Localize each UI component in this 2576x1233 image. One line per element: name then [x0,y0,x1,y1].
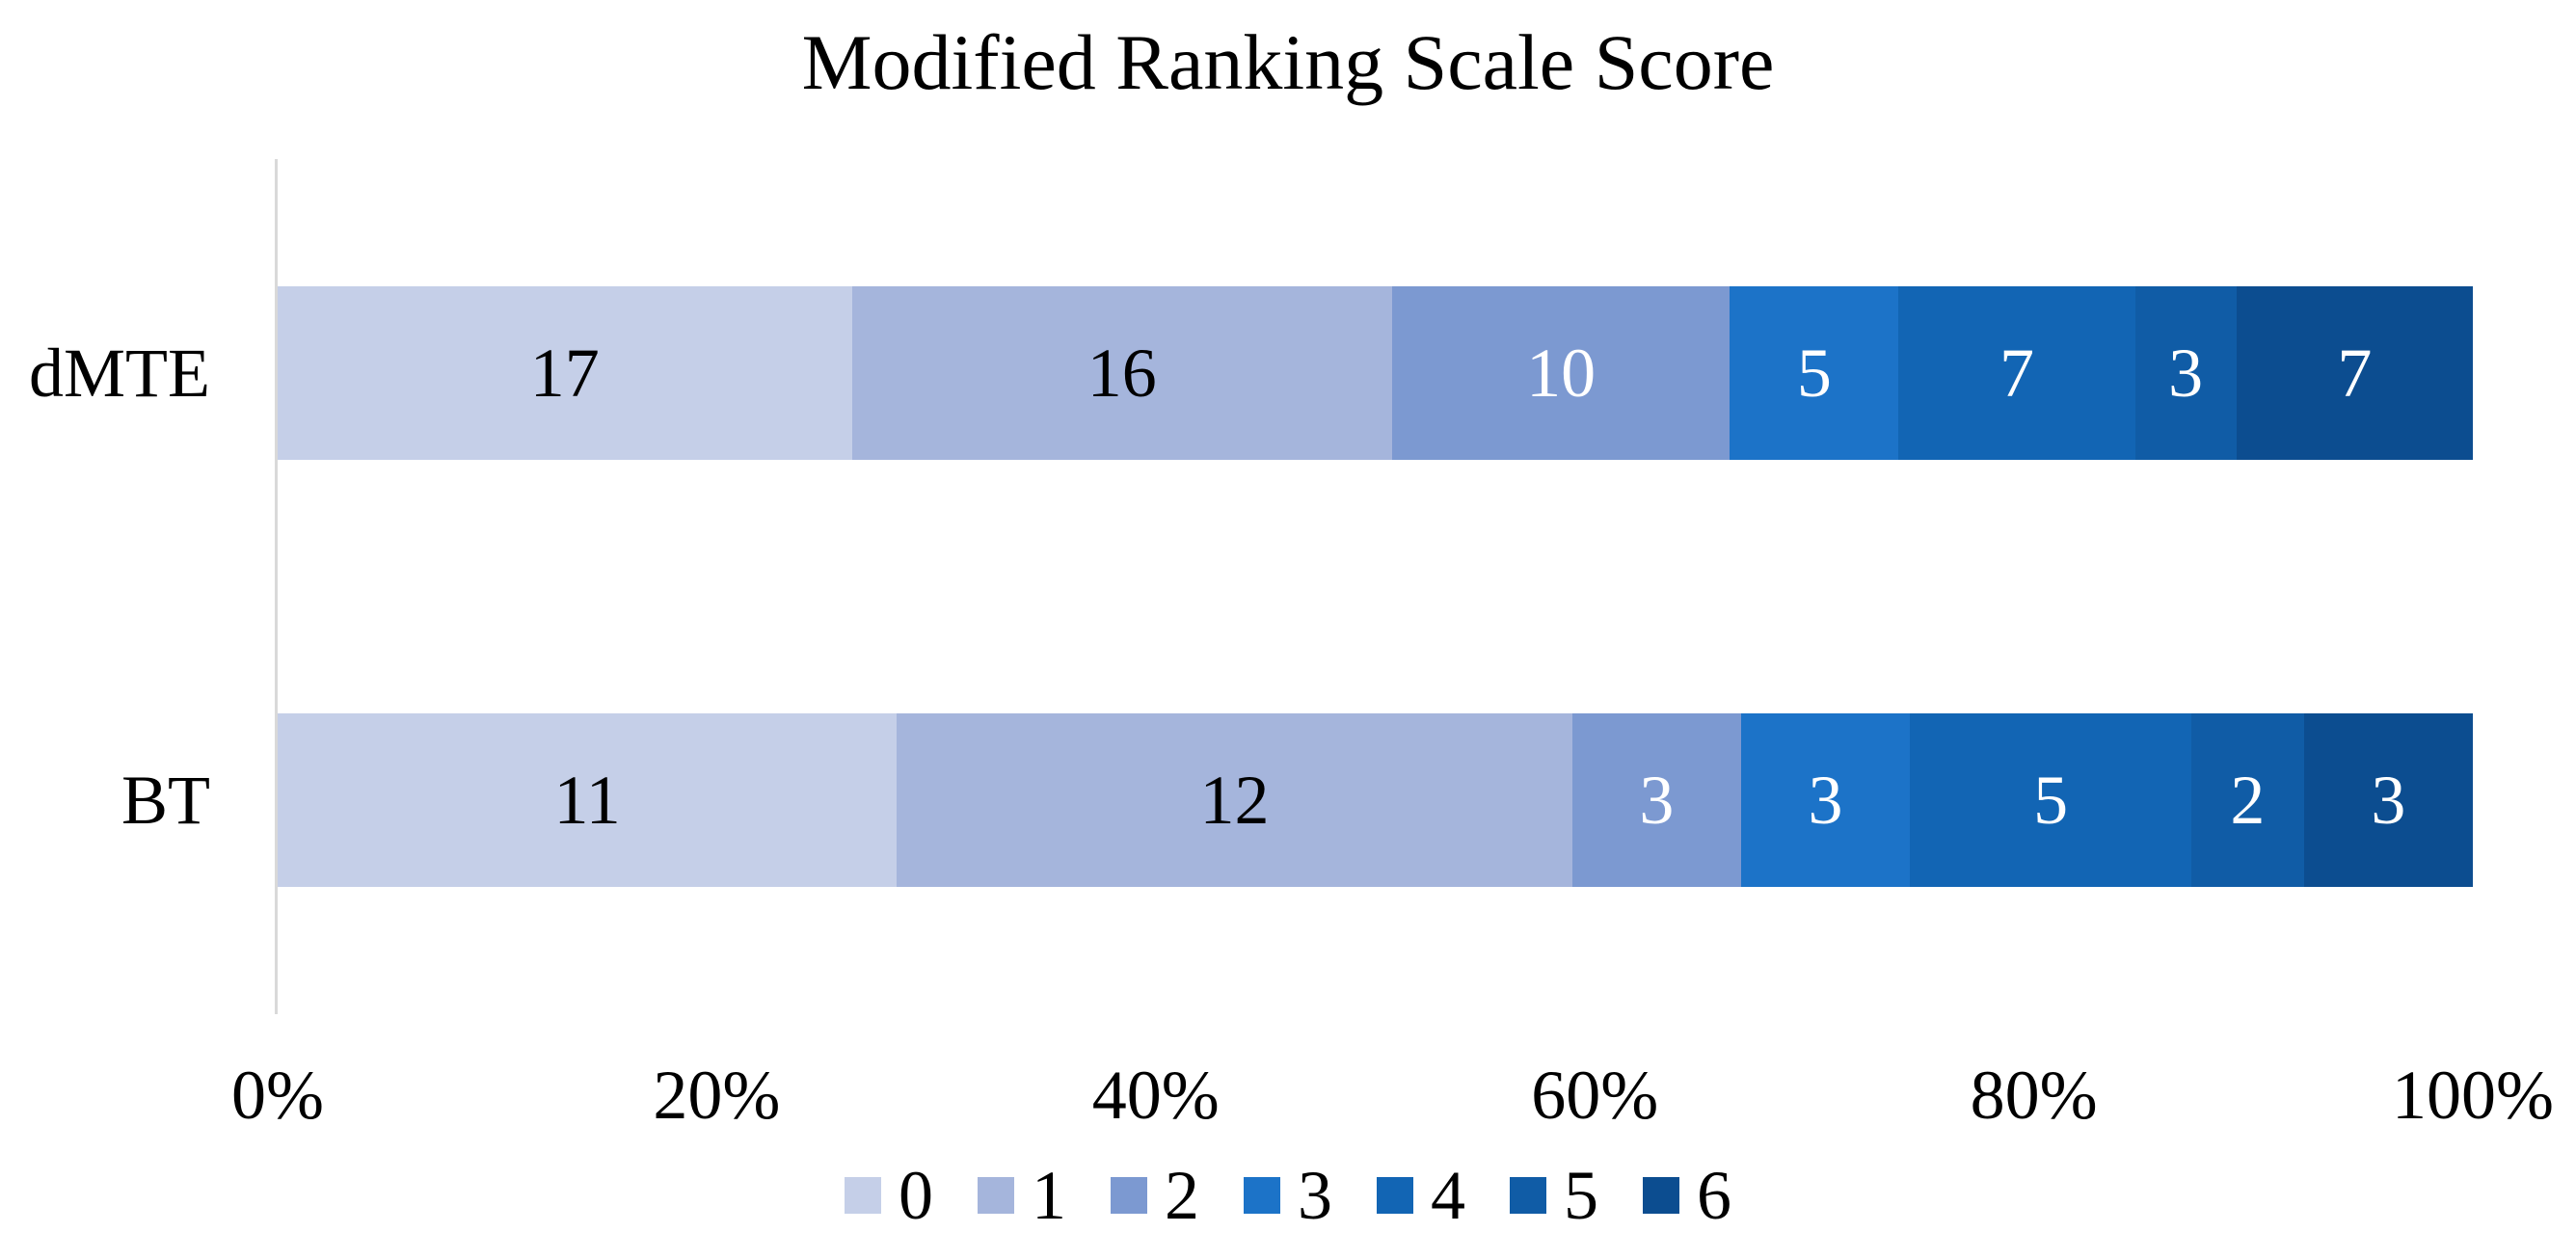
bar-segment-dMTE-score-2: 10 [1392,286,1731,460]
legend-label: 0 [899,1156,933,1233]
x-axis: 0% 20% 40% 60% 80% 100% [231,1057,2554,1134]
legend-item-6: 6 [1643,1156,1731,1233]
segment-value-label: 3 [1639,761,1675,839]
legend-label: 6 [1697,1156,1731,1233]
legend-swatch-icon [978,1177,1014,1214]
bar-segment-BT-score-0: 11 [278,713,898,887]
x-tick-label-100: 100% [2392,1057,2554,1134]
legend-label: 1 [1032,1156,1066,1233]
legend-item-3: 3 [1244,1156,1332,1233]
legend-swatch-icon [845,1177,881,1214]
segment-value-label: 3 [1808,761,1843,839]
legend-item-0: 0 [845,1156,933,1233]
bar-BT: 11 12 3 3 5 2 3 [278,713,2473,887]
legend-swatch-icon [1510,1177,1546,1214]
segment-value-label: 12 [1199,761,1270,839]
legend-item-1: 1 [978,1156,1066,1233]
segment-value-label: 2 [2230,761,2266,839]
legend-item-2: 2 [1111,1156,1199,1233]
bar-segment-dMTE-score-6: 7 [2236,286,2473,460]
segment-value-label: 3 [2168,334,2204,412]
legend-swatch-icon [1643,1177,1679,1214]
bar-segment-BT-score-2: 3 [1571,713,1741,887]
segment-value-label: 7 [2337,334,2373,412]
segment-value-label: 11 [553,761,621,839]
chart-title: Modified Ranking Scale Score [801,18,1775,106]
bar-segment-BT-score-6: 3 [2303,713,2473,887]
bar-segment-dMTE-score-1: 16 [851,286,1392,460]
segment-value-label: 5 [1796,334,1832,412]
x-tick-label-20: 20% [653,1057,781,1134]
bar-segment-dMTE-score-5: 3 [2134,286,2237,460]
segment-value-label: 3 [2371,761,2406,839]
bar-segment-dMTE-score-4: 7 [1898,286,2135,460]
category-label-dMTE: dMTE [29,334,210,412]
segment-value-label: 17 [529,334,600,412]
legend: 0 1 2 3 4 5 6 [0,1157,2576,1233]
x-tick-label-0: 0% [231,1057,324,1134]
bar-segment-BT-score-1: 12 [897,713,1572,887]
bar-segment-dMTE-score-0: 17 [278,286,852,460]
legend-label: 2 [1165,1156,1199,1233]
bar-dMTE: 17 16 10 5 7 3 7 [278,286,2473,460]
x-tick-label-60: 60% [1531,1057,1659,1134]
segment-value-label: 5 [2033,761,2069,839]
bar-segment-dMTE-score-3: 5 [1730,286,1899,460]
legend-item-5: 5 [1510,1156,1598,1233]
segment-value-label: 10 [1526,334,1597,412]
x-tick-label-40: 40% [1091,1057,1220,1134]
category-label-BT: BT [121,761,210,839]
legend-swatch-icon [1377,1177,1413,1214]
legend-label: 3 [1298,1156,1332,1233]
bar-segment-BT-score-3: 3 [1740,713,1911,887]
segment-value-label: 16 [1087,334,1157,412]
legend-label: 5 [1564,1156,1598,1233]
legend-label: 4 [1431,1156,1465,1233]
legend-item-4: 4 [1377,1156,1465,1233]
legend-swatch-icon [1244,1177,1280,1214]
bar-segment-BT-score-4: 5 [1910,713,2192,887]
legend-swatch-icon [1111,1177,1147,1214]
segment-value-label: 7 [1999,334,2035,412]
x-tick-label-80: 80% [1970,1057,2098,1134]
plot-area: 17 16 10 5 7 3 7 11 12 3 3 5 2 3 [275,159,2473,1014]
bar-segment-BT-score-5: 2 [2191,713,2304,887]
